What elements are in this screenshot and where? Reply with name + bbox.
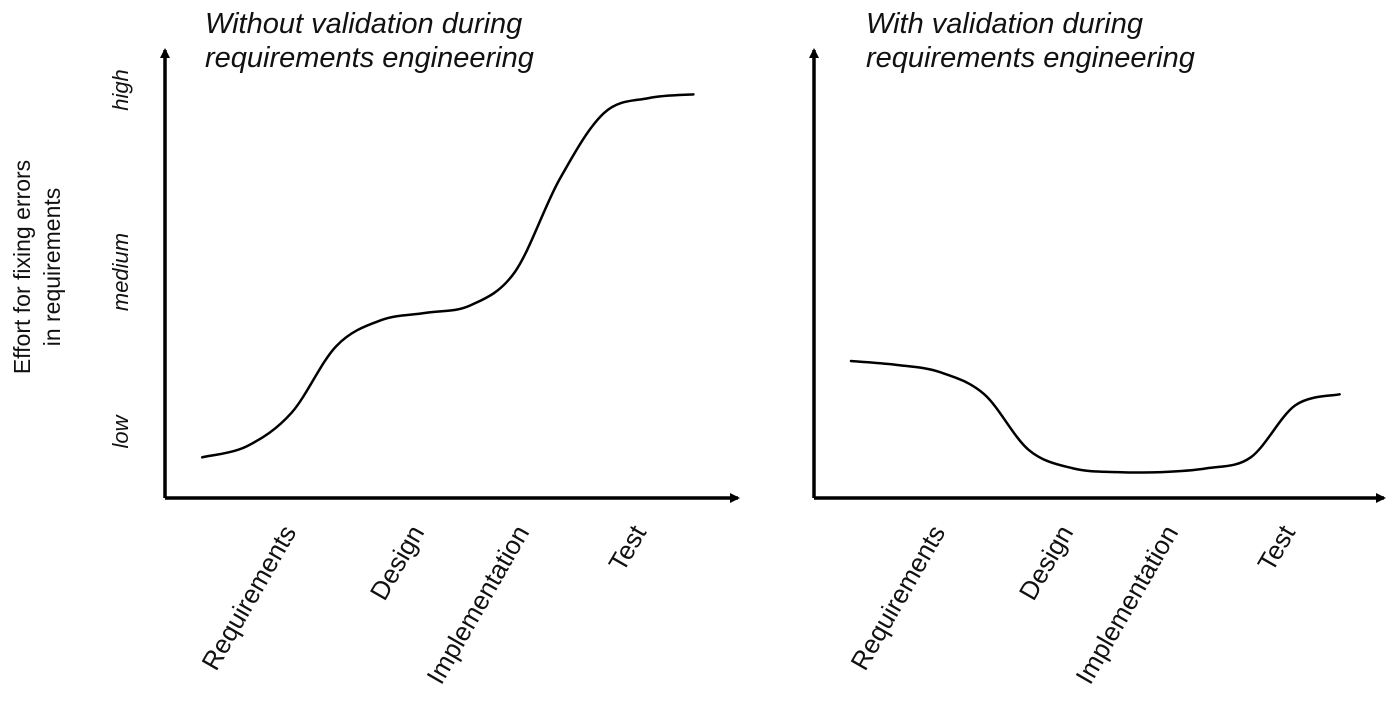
chart-left-x-tick-requirements: Requirements <box>195 520 302 675</box>
y-level-label-medium: medium <box>108 233 133 311</box>
chart-right-x-tick-requirements: Requirements <box>844 520 951 675</box>
chart-right-title-line-2: requirements engineering <box>866 42 1195 74</box>
chart-left-effort-line <box>200 93 695 459</box>
chart-left-x-tick-design: Design <box>364 520 430 605</box>
chart-right: With validation during requirements engi… <box>809 8 1386 689</box>
chart-right-effort-line <box>849 359 1341 474</box>
chart-left-x-tick-implementation: Implementation <box>420 520 535 689</box>
chart-right-title-line-1: With validation during <box>866 8 1143 40</box>
y-level-label-low: low <box>108 413 133 448</box>
chart-right-x-tick-test: Test <box>1251 519 1301 576</box>
chart-left: Without validation during requirements e… <box>160 8 740 689</box>
chart-right-x-tick-implementation: Implementation <box>1069 520 1184 689</box>
chart-left-title-line-1: Without validation during <box>205 8 522 40</box>
y-axis-label-line-2: in requirements <box>39 188 65 347</box>
chart-left-x-tick-test: Test <box>602 519 652 576</box>
chart-left-title-line-2: requirements engineering <box>205 42 534 74</box>
y-level-label-high: high <box>108 69 133 111</box>
y-axis-label-line-1: Effort for fixing errors <box>9 160 35 374</box>
chart-right-x-tick-design: Design <box>1013 520 1079 605</box>
